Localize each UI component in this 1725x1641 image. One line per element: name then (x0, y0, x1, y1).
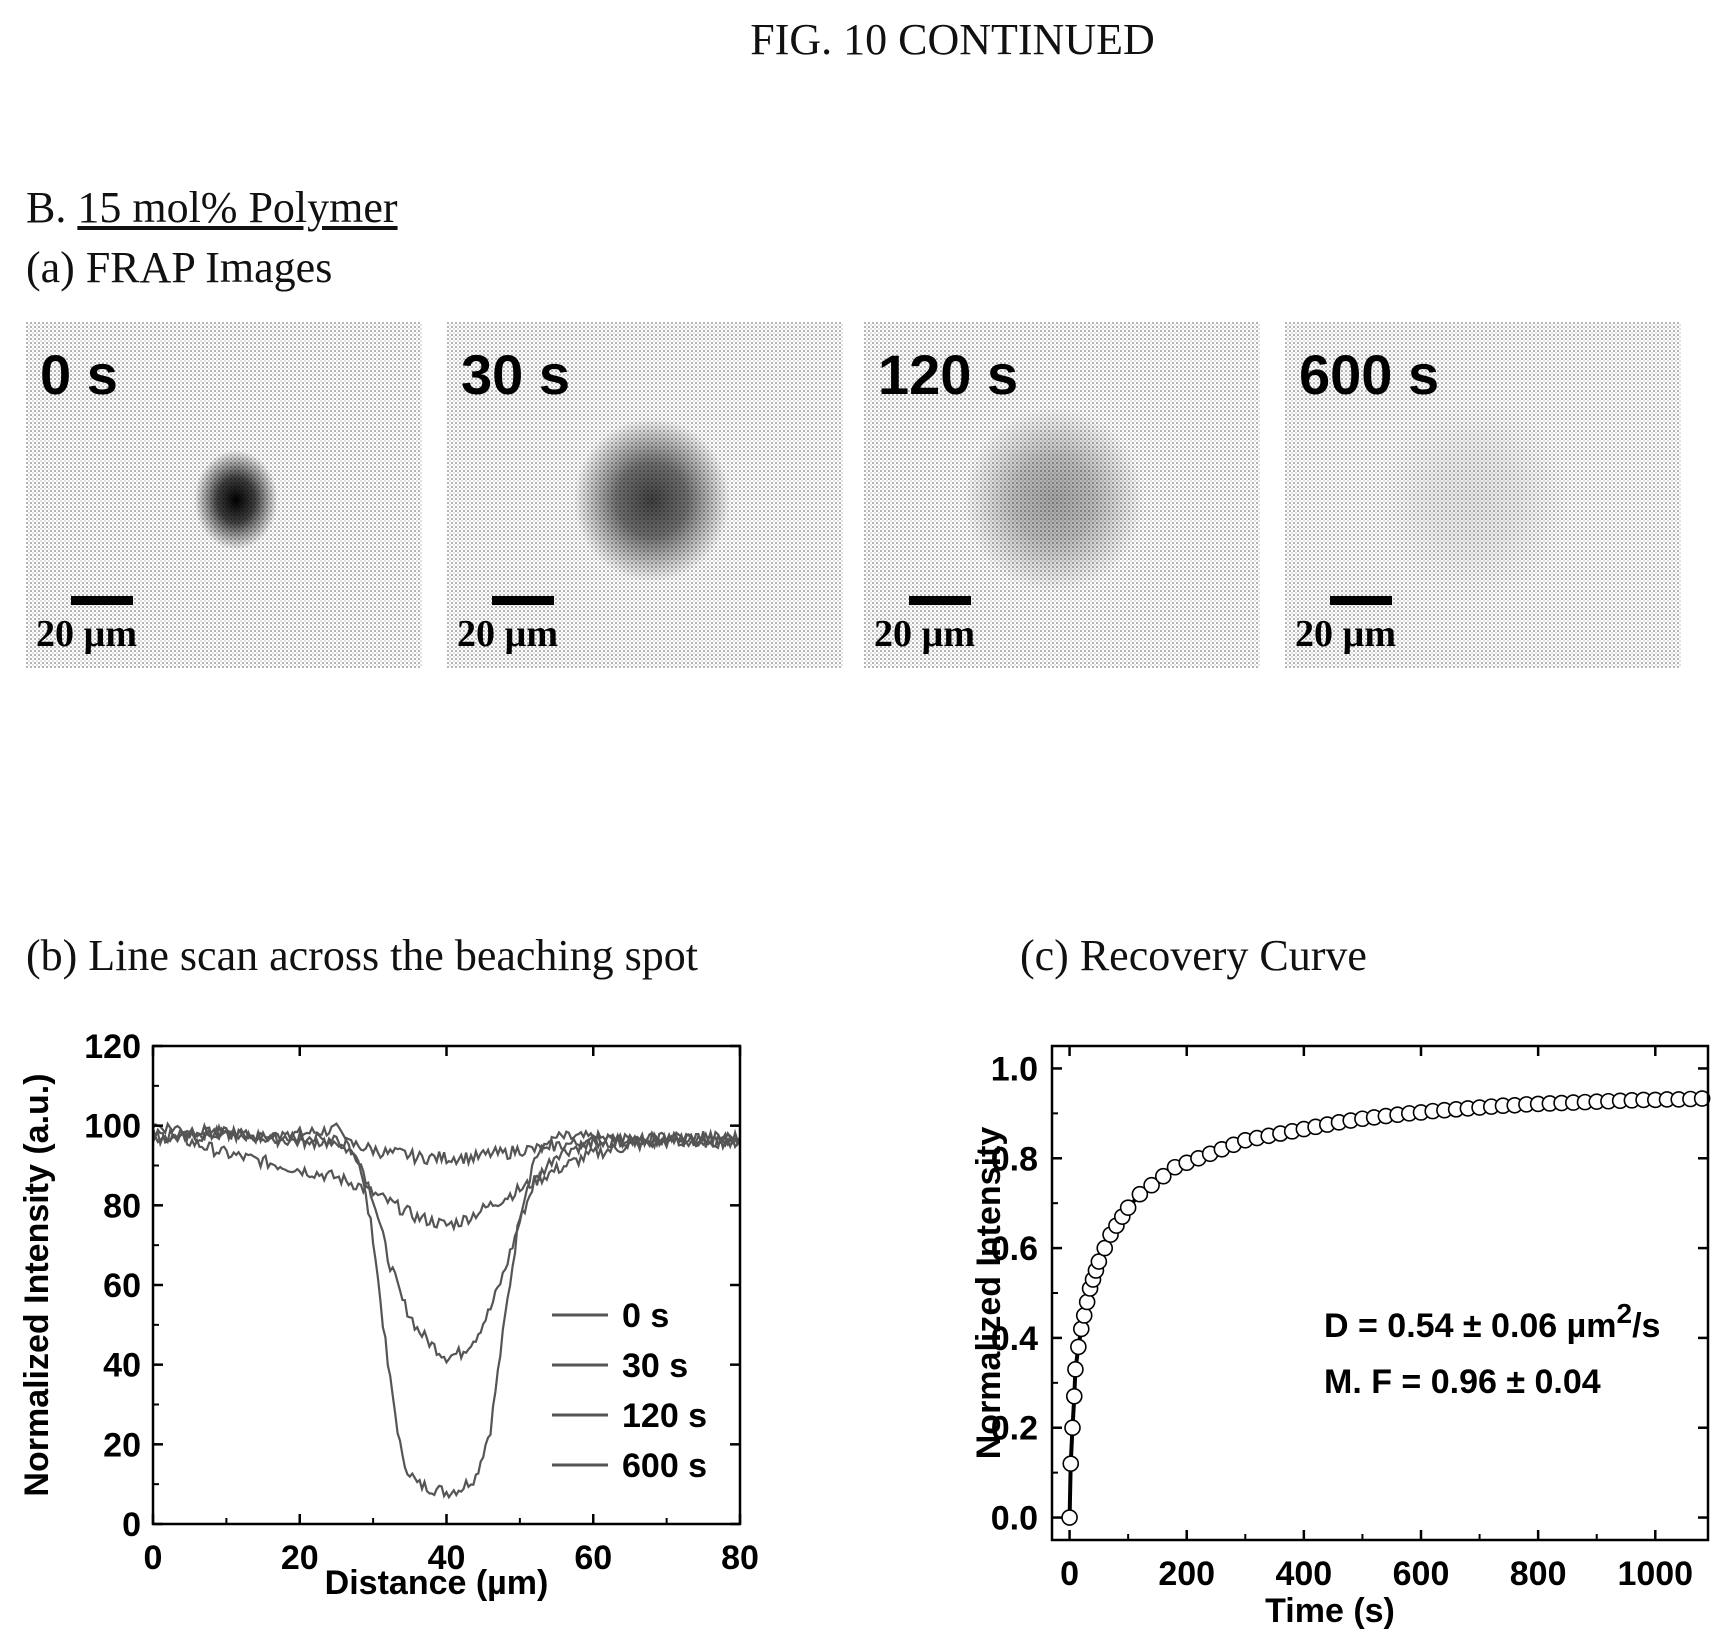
diffusion-annotation: D = 0.54 ± 0.06 µm2/s (1324, 1298, 1660, 1345)
superscript: 2 (1616, 1298, 1632, 1329)
data-point (1061, 1509, 1078, 1526)
recovery-curve-chart: 0 200 400 600 800 1000 0.0 0.2 0.4 0.6 0.8 1.0 Time … (970, 1044, 1711, 1630)
x-tick-label: 0 (144, 1539, 163, 1577)
series-line-0-s (152, 1122, 742, 1500)
x-tick-label: 40 (428, 1539, 466, 1577)
panel-b-title: (b) Line scan across the beaching spot (26, 931, 698, 980)
data-point (1119, 1199, 1137, 1216)
data-point (1075, 1307, 1093, 1324)
x-tick-label: 1000 (1617, 1555, 1693, 1593)
legend-label: 0 s (622, 1297, 669, 1335)
data-point (1131, 1185, 1149, 1203)
mobile-fraction-annotation: M. F = 0.96 ± 0.04 (1324, 1363, 1601, 1401)
y-tick-label: 1.0 (991, 1050, 1038, 1088)
legend-label: 120 s (622, 1397, 707, 1435)
data-point (1065, 1387, 1083, 1405)
series-line-120-s (151, 1127, 741, 1232)
y-tick-label: 0.8 (991, 1140, 1038, 1178)
bleach-spot (573, 418, 731, 582)
data-point (1154, 1167, 1172, 1185)
frap-image-panel: 600 s 20 µm (1285, 322, 1681, 668)
panel-c-title: (c) Recovery Curve (1020, 931, 1367, 980)
y-tick-label: 20 (103, 1426, 141, 1464)
line-scan-chart: 0 20 40 60 80 0 20 40 60 80 100 120 Distance (µm) Nor… (18, 1028, 759, 1602)
x-tick-label: 200 (1158, 1555, 1215, 1593)
y-tick-label: 100 (84, 1108, 141, 1146)
scale-bar (1330, 596, 1392, 605)
series-line-600-s (152, 1121, 741, 1168)
section-prefix: B. (26, 183, 67, 232)
data-point (1090, 1253, 1108, 1270)
figure-title: FIG. 10 CONTINUED (750, 15, 1155, 64)
legend-label: 30 s (622, 1347, 688, 1385)
x-tick-label: 0 (1060, 1555, 1079, 1593)
y-axis-label: Normalized Intensity (970, 1127, 1008, 1460)
data-point (1143, 1176, 1160, 1194)
y-tick-label: 80 (103, 1187, 141, 1225)
diffusion-text: D = 0.54 ± 0.06 µm (1324, 1307, 1616, 1345)
bleach-spot (963, 407, 1145, 593)
y-tick-label: 0 (122, 1506, 141, 1544)
frap-time-label: 0 s (40, 343, 118, 406)
section-heading: B. 15 mol% Polymer (26, 182, 398, 233)
data-point (1096, 1239, 1114, 1257)
bleach-spot (194, 450, 278, 550)
scale-bar (71, 596, 133, 605)
x-axis-label: Distance (µm) (325, 1564, 549, 1602)
y-tick-label: 0.6 (991, 1230, 1038, 1268)
bleach-spot (1378, 401, 1572, 599)
scale-bar-label: 20 µm (1295, 613, 1397, 655)
frap-time-label: 30 s (461, 343, 570, 406)
y-tick-label: 0.4 (991, 1320, 1038, 1358)
scale-bar (492, 596, 554, 605)
data-point (1078, 1293, 1096, 1311)
frap-image-panel: 120 s 20 µm (864, 322, 1260, 668)
x-tick-label: 400 (1275, 1555, 1332, 1593)
data-point (1067, 1361, 1084, 1378)
frap-image (1285, 322, 1681, 668)
scale-bar-label: 20 µm (874, 613, 976, 655)
frap-time-label: 600 s (1299, 343, 1440, 406)
y-tick-label: 60 (103, 1267, 141, 1305)
x-tick-label: 20 (281, 1539, 319, 1577)
legend-label: 600 s (622, 1447, 707, 1485)
scale-bar-label: 20 µm (457, 613, 559, 655)
x-axis-label: Time (s) (1265, 1592, 1395, 1630)
y-axis-label: Normalized Intensity (a.u.) (18, 1073, 56, 1496)
data-point (1064, 1419, 1081, 1437)
frap-image (447, 322, 843, 668)
x-tick-label: 80 (721, 1539, 759, 1577)
data-point (1072, 1320, 1090, 1338)
y-tick-label: 0.2 (991, 1410, 1038, 1448)
panel-a-title: (a) FRAP Images (26, 243, 333, 292)
frap-image (26, 322, 422, 668)
scale-bar-label: 20 µm (36, 613, 138, 655)
data-point (1693, 1090, 1711, 1107)
data-point (1062, 1455, 1080, 1472)
frap-image-panel: 30 s 20 µm (447, 322, 843, 668)
frap-image-panel: 0 s 20 µm (26, 322, 422, 668)
section-title: 15 mol% Polymer (77, 183, 398, 232)
y-tick-label: 120 (84, 1028, 141, 1066)
frap-time-label: 120 s (878, 343, 1019, 406)
x-tick-label: 800 (1510, 1555, 1567, 1593)
x-tick-label: 60 (574, 1539, 612, 1577)
data-point (1070, 1338, 1087, 1356)
frap-image (864, 322, 1260, 668)
y-tick-label: 40 (103, 1347, 141, 1385)
x-tick-label: 600 (1393, 1555, 1450, 1593)
y-tick-label: 0.0 (991, 1500, 1038, 1538)
unit-suffix: /s (1632, 1307, 1660, 1345)
scale-bar (909, 596, 971, 605)
